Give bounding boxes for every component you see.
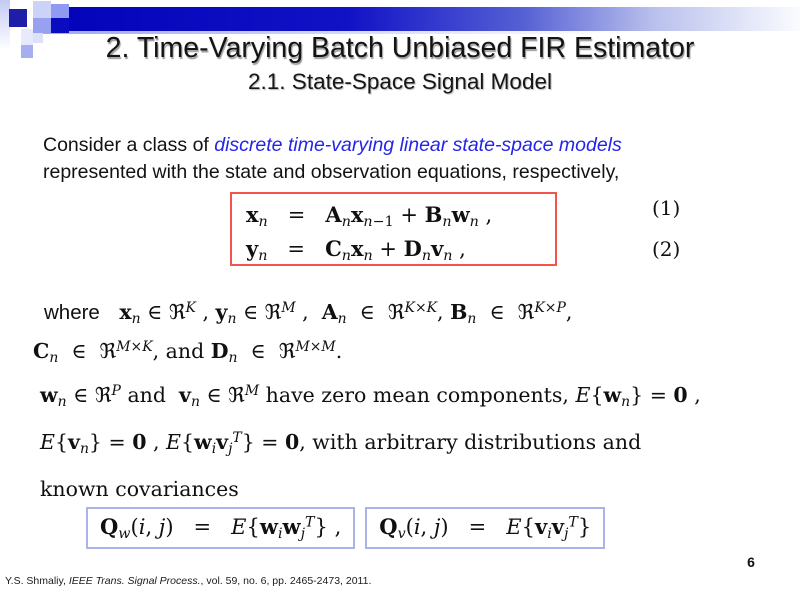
deco-left-strip [0,0,10,50]
deco-square [51,4,69,18]
deco-square [33,1,51,18]
citation-footer: Y.S. Shmaliy, IEEE Trans. Signal Process… [5,575,371,587]
citation-author: Y.S. Shmaliy, [5,575,69,587]
dimensions-line-2: Cn ∈ ℜM×K, and Dn ∈ ℜM×M. [33,338,343,366]
deco-square [21,45,33,58]
slide-title: 2. Time-Varying Batch Unbiased FIR Estim… [105,32,695,64]
page-number: 6 [747,554,755,570]
deco-square [21,29,33,45]
noise-line-1: wn ∈ ℜP and vn ∈ ℜM have zero mean compo… [40,382,701,410]
covariance-qv-box: Qv(i, j) = E{vivjT} [365,507,606,549]
intro-text-after: represented with the state and observati… [43,160,620,183]
intro-paragraph: Consider a class of discrete time-varyin… [43,132,763,186]
intro-text-before: Consider a class of [43,133,215,156]
deco-underline [21,31,611,34]
dimensions-line-1: where xn ∈ ℜK , yn ∈ ℜM , An ∈ ℜK×K, Bn … [44,299,573,327]
deco-square [51,18,69,33]
deco-square [9,9,27,27]
noise-line-3: known covariances [40,477,239,501]
covariance-qw-box: Qw(i, j) = E{wiwjT} , [86,507,356,549]
observation-equation: yn = Cnxn + Dnvn , [246,236,466,264]
equation-number-1: (1) [652,196,681,220]
deco-square [33,33,43,43]
state-space-equations-box: xn = Anxn−1 + Bnwn , yn = Cnxn + Dnvn , [230,192,557,266]
noise-line-2: E{vn} = 0 , E{wivjT} = 0, with arbitrary… [40,429,642,457]
deco-square [33,18,51,33]
slide-subtitle: 2.1. State-Space Signal Model [248,69,552,94]
dimensions-text: where xn ∈ ℜK , yn ∈ ℜM , An ∈ ℜK×K, Bn … [33,293,788,370]
state-equation: xn = Anxn−1 + Bnwn , [246,202,493,230]
noise-properties-text: wn ∈ ℜP and vn ∈ ℜM have zero mean compo… [40,372,790,513]
covariance-definitions: Qw(i, j) = E{wiwjT} , Qv(i, j) = E{vivjT… [86,507,606,549]
equation-number-2: (2) [652,237,681,261]
citation-journal: IEEE Trans. Signal Process. [68,575,201,587]
intro-highlight-italic: discrete time-varying linear state-space… [214,133,622,156]
citation-rest: , vol. 59, no. 6, pp. 2465-2473, 2011. [200,575,372,587]
deco-gradient-bar [69,7,800,31]
